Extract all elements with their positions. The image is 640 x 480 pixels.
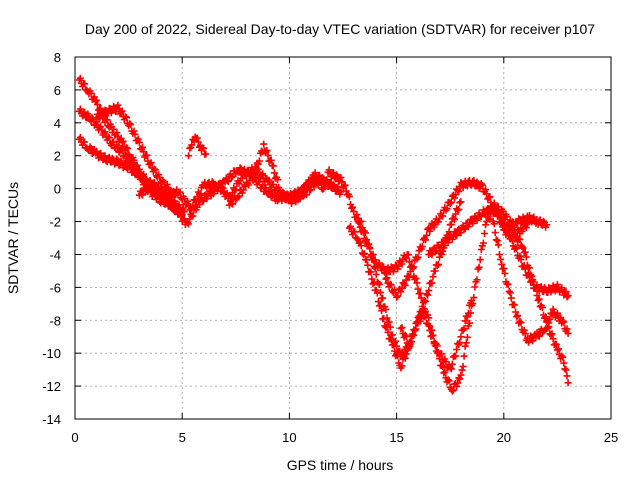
data-markers [225, 140, 328, 209]
series-track-3 [75, 133, 175, 210]
series-track-17 [500, 211, 551, 234]
series-track-16 [511, 229, 572, 387]
y-tick-label: 0 [54, 182, 61, 197]
series-track-10 [345, 198, 465, 372]
x-tick-label: 25 [604, 430, 618, 445]
data-markers [75, 133, 175, 210]
series-track-15 [489, 218, 572, 346]
series-track-4 [92, 101, 175, 197]
y-tick-label: 6 [54, 83, 61, 98]
y-tick-label: -12 [42, 379, 61, 394]
data-markers [511, 229, 572, 387]
y-axis-label: SDTVAR / TECUs [5, 182, 21, 294]
data-markers [185, 133, 210, 160]
y-tick-label: -10 [42, 346, 61, 361]
y-tick-label: -2 [49, 215, 61, 230]
x-tick-label: 20 [497, 430, 511, 445]
x-axis-label: GPS time / hours [287, 457, 394, 473]
y-tick-label: -14 [42, 412, 61, 427]
series-track-8 [225, 140, 328, 209]
y-tick-label: -4 [49, 247, 61, 262]
x-tick-label: 10 [282, 430, 296, 445]
series-track-5 [185, 133, 210, 160]
axis-ticks: 0 5 10 15 20 25 -14 -12 -10 -8 -6 -4 -2 0 2 4 6 8 [42, 50, 618, 445]
y-tick-label: 4 [54, 116, 61, 131]
y-tick-label: -6 [49, 280, 61, 295]
x-tick-label: 0 [71, 430, 78, 445]
data-markers [92, 101, 175, 197]
data-markers [489, 218, 572, 346]
x-tick-label: 15 [389, 430, 403, 445]
chart-title: Day 200 of 2022, Sidereal Day-to-day VTE… [85, 21, 595, 37]
y-tick-label: 8 [54, 50, 61, 65]
data-markers [345, 198, 465, 372]
data-markers [500, 211, 551, 234]
data-points [75, 74, 572, 395]
x-tick-label: 5 [179, 430, 186, 445]
y-tick-label: 2 [54, 149, 61, 164]
plot-frame [74, 56, 612, 420]
y-tick-label: -8 [49, 313, 61, 328]
